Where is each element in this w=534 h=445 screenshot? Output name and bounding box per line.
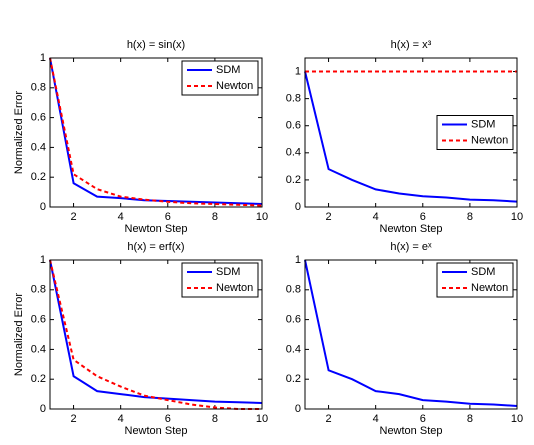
y-axis-label: Normalized Error [13, 293, 25, 376]
y-tick-label: 0.8 [286, 284, 301, 296]
data-line [304, 71, 518, 203]
x-tick-label: 2 [325, 413, 331, 425]
y-tick-label: 0.8 [31, 82, 46, 94]
x-tick-label: 8 [212, 211, 218, 223]
x-axis-label: Newton Step [125, 223, 188, 235]
x-axis-label: Newton Step [125, 425, 188, 437]
y-tick-label: 0.8 [286, 93, 301, 105]
y-tick-label: 1 [40, 52, 46, 64]
x-tick-label: 8 [467, 413, 473, 425]
y-tick-label: 0 [295, 403, 301, 415]
y-tick-label: 0.2 [31, 373, 46, 385]
x-tick-label: 8 [467, 211, 473, 223]
y-tick-label: 0 [40, 403, 46, 415]
legend-box [436, 115, 514, 150]
y-tick-label: 0.4 [286, 343, 301, 355]
y-tick-label: 0.4 [286, 147, 301, 159]
legend: SDM Newton [436, 115, 514, 150]
y-tick-label: 0 [40, 201, 46, 213]
x-tick-label: 6 [165, 211, 171, 223]
axes-frame [49, 57, 263, 208]
subplot: h(x) = sin(x) Newton Step Normalized Error… [13, 39, 268, 235]
y-axis-label: Normalized Error [13, 91, 25, 174]
data-line [49, 57, 263, 207]
x-axis-label: Newton Step [380, 425, 443, 437]
x-tick-label: 8 [212, 413, 218, 425]
axes-frame [304, 57, 518, 208]
y-tick-label: 0.8 [31, 284, 46, 296]
legend-box [181, 262, 259, 298]
y-tick-label: 1 [295, 254, 301, 266]
y-tick-label: 0.6 [286, 314, 301, 326]
subplot-title: h(x) = erf(x) [127, 241, 184, 253]
y-tick-label: 1 [40, 254, 46, 266]
subplot-title: h(x) = sin(x) [127, 39, 185, 51]
x-axis-label: Newton Step [380, 223, 443, 235]
x-tick-label: 4 [118, 211, 124, 223]
x-tick-label: 2 [70, 413, 76, 425]
x-tick-label: 6 [420, 413, 426, 425]
y-tick-label: 0.6 [31, 112, 46, 124]
data-line [49, 259, 263, 404]
legend-label: Newton [471, 282, 508, 294]
legend-box [181, 60, 259, 96]
y-tick-label: 0 [295, 201, 301, 213]
legend-box [436, 262, 514, 298]
x-tick-label: 2 [325, 211, 331, 223]
x-tick-label: 6 [420, 211, 426, 223]
x-tick-label: 2 [70, 211, 76, 223]
subplot: h(x) = erf(x) Newton Step Normalized Error… [13, 241, 268, 437]
legend-label: SDM [471, 118, 495, 130]
y-tick-label: 0.2 [31, 171, 46, 183]
y-tick-label: 0.2 [286, 174, 301, 186]
y-tick-label: 0.6 [286, 120, 301, 132]
legend-label: Newton [216, 282, 253, 294]
y-tick-label: 0.2 [286, 373, 301, 385]
data-line [304, 259, 518, 407]
axes-frame [304, 259, 518, 410]
y-tick-label: 0.6 [31, 314, 46, 326]
legend-label: SDM [216, 266, 240, 278]
x-tick-label: 10 [511, 413, 523, 425]
subplot: h(x) = x³ Newton Step 2 4 6 8 10 0 0.2 0.4 0.6 0.8 1… [286, 39, 523, 235]
x-tick-label: 10 [511, 211, 523, 223]
subplot-title: h(x) = x³ [391, 39, 432, 51]
x-tick-label: 4 [373, 413, 379, 425]
legend: SDM Newton [181, 60, 259, 96]
x-tick-label: 4 [373, 211, 379, 223]
x-tick-label: 4 [118, 413, 124, 425]
x-tick-label: 6 [165, 413, 171, 425]
subplot-title: h(x) = eˣ [390, 241, 432, 253]
axes-frame [49, 259, 263, 410]
y-tick-label: 1 [295, 65, 301, 77]
legend-label: SDM [216, 64, 240, 76]
subplot: h(x) = eˣ Newton Step 2 4 6 8 10 0 0.2 0.4 0.6 0.8 1… [286, 241, 523, 437]
y-tick-label: 0.4 [31, 141, 46, 153]
x-tick-label: 10 [256, 413, 268, 425]
legend-label: Newton [216, 80, 253, 92]
legend: SDM Newton [181, 262, 259, 298]
x-tick-label: 10 [256, 211, 268, 223]
y-tick-label: 0.4 [31, 343, 46, 355]
legend-label: SDM [471, 266, 495, 278]
legend: SDM Newton [436, 262, 514, 298]
legend-label: Newton [471, 134, 508, 146]
